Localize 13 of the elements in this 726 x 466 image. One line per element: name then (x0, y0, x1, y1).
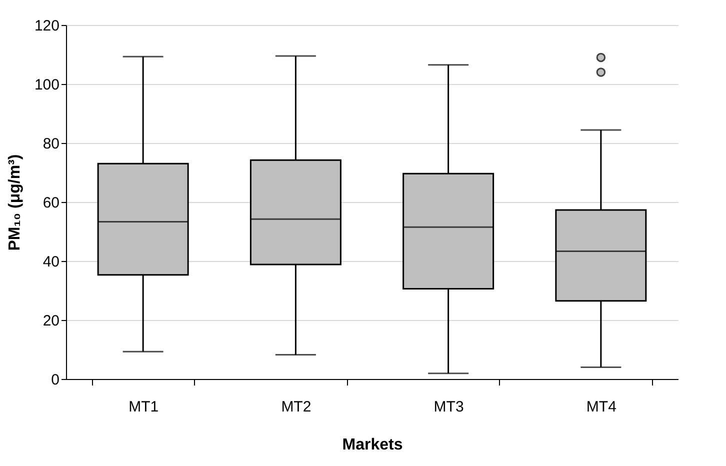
y-tick-label: 60 (42, 194, 60, 212)
y-tick-label: 120 (34, 18, 60, 34)
y-tick-label: 40 (42, 254, 60, 270)
y-tick-label: 100 (34, 76, 60, 94)
x-tick-label: MT3 (434, 398, 464, 416)
x-tick-label: MT2 (281, 398, 312, 416)
x-tick-label: MT4 (586, 398, 616, 416)
y-tick-label: 80 (42, 136, 60, 152)
x-axis-title: Markets (342, 436, 403, 454)
x-tick-label: MT1 (128, 398, 159, 416)
y-tick-label: 20 (42, 312, 60, 330)
y-tick-label: 0 (51, 372, 60, 388)
y-axis-title: PM₁₀ (μg/m³) (6, 154, 24, 251)
